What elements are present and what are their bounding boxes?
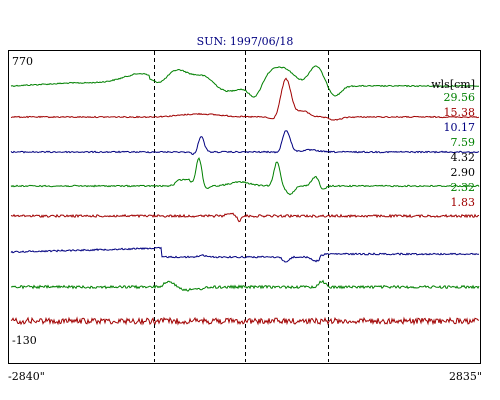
- legend-entry-3: 10.17: [444, 121, 476, 134]
- legend-entry-6: 2.90: [451, 166, 476, 179]
- legend-entry-7: 2.32: [451, 181, 476, 194]
- x-max-label: 2835": [449, 370, 482, 383]
- legend-entry-5: 4.32: [451, 151, 476, 164]
- trace-3: [10, 130, 480, 156]
- legend-entry-2: 15.38: [444, 106, 476, 119]
- traces: [10, 65, 480, 326]
- trace-5: [10, 212, 480, 223]
- trace-1: [10, 65, 479, 98]
- legend-entry-1: 29.56: [444, 91, 476, 104]
- plot-frame: [8, 50, 481, 364]
- trace-6: [10, 246, 479, 263]
- y-max-label: 770: [12, 55, 33, 68]
- legend-entry-4: 7.59: [451, 136, 476, 149]
- trace-8: [10, 316, 480, 326]
- trace-2: [10, 77, 480, 121]
- trace-7: [10, 279, 480, 292]
- legend: wls[cm] 29.56 15.38 10.17 7.59 4.32 2.90 2.32 1…: [431, 78, 475, 209]
- reference-lines: [154, 51, 329, 362]
- x-min-label: -2840": [8, 370, 45, 383]
- legend-entry-8: 1.83: [451, 196, 476, 209]
- y-min-label: -130: [12, 334, 37, 347]
- legend-header: wls[cm]: [431, 78, 475, 91]
- trace-4: [10, 157, 480, 196]
- chart-title: SUN: 1997/06/18: [197, 35, 294, 48]
